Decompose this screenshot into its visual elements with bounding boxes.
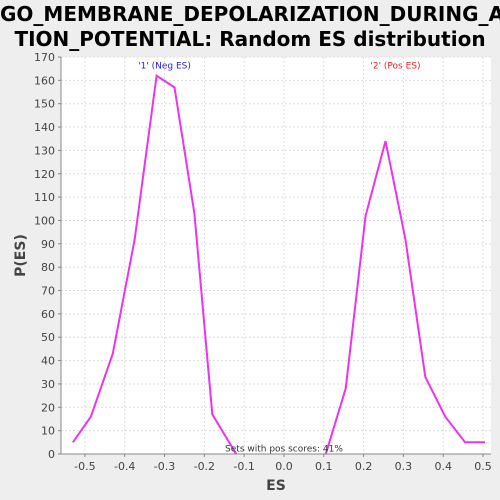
y-tick-label: 120 xyxy=(34,168,55,181)
annotation-3: Sets with pos scores: 41% xyxy=(225,445,343,455)
y-tick-label: 130 xyxy=(34,144,55,157)
x-tick-label: 0.5 xyxy=(474,460,492,473)
x-tick-label: -0.1 xyxy=(233,460,254,473)
y-tick-label: 30 xyxy=(41,378,55,391)
y-tick-label: 100 xyxy=(34,214,55,227)
x-tick-label: 0.3 xyxy=(395,460,413,473)
y-tick-label: 50 xyxy=(41,331,55,344)
y-tick-label: 170 xyxy=(34,51,55,64)
x-tick-label: -0.4 xyxy=(114,460,135,473)
x-tick-label: 0.2 xyxy=(355,460,373,473)
y-tick-label: 0 xyxy=(48,448,55,461)
annotation-2: '2' (Pos ES) xyxy=(370,62,420,72)
chart-title-line-1: GO_MEMBRANE_DEPOLARIZATION_DURING_AC xyxy=(0,2,500,26)
annotation-1: '1' (Neg ES) xyxy=(138,62,191,72)
y-tick-label: 150 xyxy=(34,98,55,111)
plot-area xyxy=(61,57,491,454)
series-line-1 xyxy=(72,73,238,455)
x-tick-label: -0.2 xyxy=(194,460,215,473)
y-tick-label: 60 xyxy=(41,308,55,321)
y-tick-label: 20 xyxy=(41,401,55,414)
y-tick-label: 140 xyxy=(34,121,55,134)
x-axis-label: ES xyxy=(266,478,286,494)
x-tick-label: 0.4 xyxy=(434,460,452,473)
x-tick-label: -0.5 xyxy=(74,460,95,473)
y-tick-label: 160 xyxy=(34,74,55,87)
y-axis-label: P(ES) xyxy=(13,234,29,277)
series-line-2 xyxy=(324,140,485,455)
x-tick-label: -0.3 xyxy=(154,460,175,473)
y-tick-label: 80 xyxy=(41,261,55,274)
y-tick-label: 90 xyxy=(41,238,55,251)
x-tick-label: 0.1 xyxy=(315,460,333,473)
chart-title-line-2: TION_POTENTIAL: Random ES distribution xyxy=(14,27,486,51)
y-tick-label: 40 xyxy=(41,355,55,368)
x-tick-label: 0.0 xyxy=(275,460,293,473)
y-tick-label: 70 xyxy=(41,285,55,298)
y-tick-label: 10 xyxy=(41,425,55,438)
y-tick-label: 110 xyxy=(34,191,55,204)
chart-title: GO_MEMBRANE_DEPOLARIZATION_DURING_AC TIO… xyxy=(0,2,500,52)
